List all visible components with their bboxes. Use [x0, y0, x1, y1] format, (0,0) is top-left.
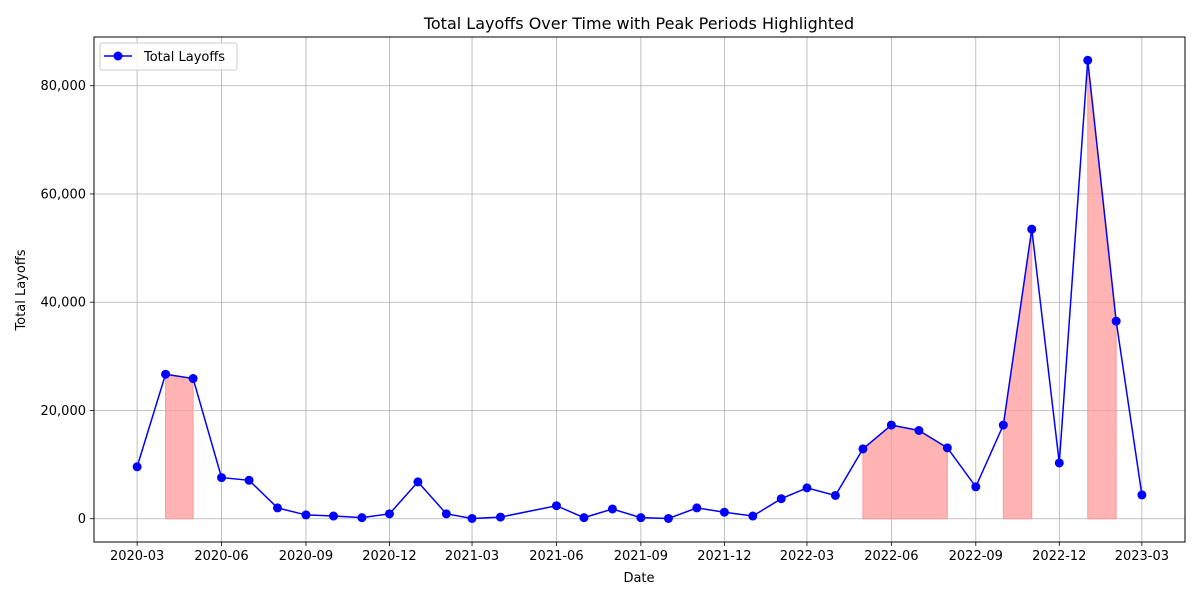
data-point: [301, 510, 311, 520]
data-point: [719, 507, 729, 517]
x-tick-label: 2021-03: [445, 549, 499, 564]
data-point: [244, 475, 254, 485]
data-point: [942, 443, 952, 453]
y-tick-label: 80,000: [41, 79, 87, 94]
data-point: [1083, 55, 1093, 65]
data-point: [971, 482, 981, 492]
y-axis-label: Total Layoffs: [14, 249, 29, 331]
x-tick-label: 2020-06: [194, 549, 248, 564]
data-point: [776, 494, 786, 504]
data-point: [188, 374, 198, 384]
data-point: [161, 369, 171, 379]
data-point: [1027, 224, 1037, 234]
x-tick-label: 2022-12: [1032, 549, 1086, 564]
y-tick-label: 40,000: [41, 296, 87, 311]
data-point: [636, 513, 646, 523]
data-point: [663, 513, 673, 523]
legend-label: Total Layoffs: [143, 50, 225, 65]
data-point: [914, 425, 924, 435]
x-tick-label: 2022-09: [949, 549, 1003, 564]
x-tick-label: 2020-09: [279, 549, 333, 564]
legend-box: [99, 42, 238, 71]
data-point: [830, 490, 840, 500]
series-line-total-layoffs: [136, 60, 1143, 520]
peak-highlights: [165, 60, 1117, 520]
data-point: [1137, 490, 1147, 500]
data-point: [1054, 458, 1064, 468]
data-point: [579, 513, 589, 523]
data-point: [886, 420, 896, 430]
data-point: [748, 511, 758, 521]
y-tick-label: 20,000: [41, 404, 87, 419]
x-tick-label: 2023-03: [1115, 549, 1169, 564]
x-tick-label: 2020-12: [362, 549, 416, 564]
x-tick-label: 2022-06: [864, 549, 918, 564]
data-point: [692, 503, 702, 513]
data-point: [441, 509, 451, 519]
legend: Total Layoffs: [99, 42, 238, 71]
x-tick-label: 2022-03: [780, 549, 834, 564]
x-axis-label: Date: [623, 571, 654, 586]
chart-title: Total Layoffs Over Time with Peak Period…: [423, 14, 854, 33]
x-tick-label: 2021-09: [614, 549, 668, 564]
data-point: [802, 483, 812, 493]
data-point: [467, 513, 477, 523]
y-tick-label: 60,000: [41, 187, 87, 202]
data-point: [413, 477, 423, 487]
peak-highlight-area: [165, 373, 194, 520]
x-axis-ticks: 2020-03 2020-06 2020-09 2020-12 2021-03 2021-…: [110, 542, 1169, 564]
data-point: [328, 511, 338, 521]
data-point: [273, 503, 283, 513]
data-point: [858, 444, 868, 454]
data-point: [384, 509, 394, 519]
x-tick-label: 2021-12: [697, 549, 751, 564]
data-point: [357, 513, 367, 523]
data-point: [132, 462, 142, 472]
y-axis-ticks: 0 20,000 40,000 60,000 80,000: [41, 79, 94, 527]
series-layer: [132, 55, 1147, 523]
data-point: [217, 473, 227, 483]
data-point: [1111, 316, 1121, 326]
data-point: [998, 420, 1008, 430]
x-tick-label: 2021-06: [529, 549, 583, 564]
data-point: [607, 504, 617, 514]
legend-marker: [113, 51, 123, 61]
plot-frame: [93, 36, 1186, 543]
data-point: [495, 512, 505, 522]
y-tick-label: 0: [78, 512, 86, 527]
x-tick-label: 2020-03: [110, 549, 164, 564]
data-point: [551, 501, 561, 511]
